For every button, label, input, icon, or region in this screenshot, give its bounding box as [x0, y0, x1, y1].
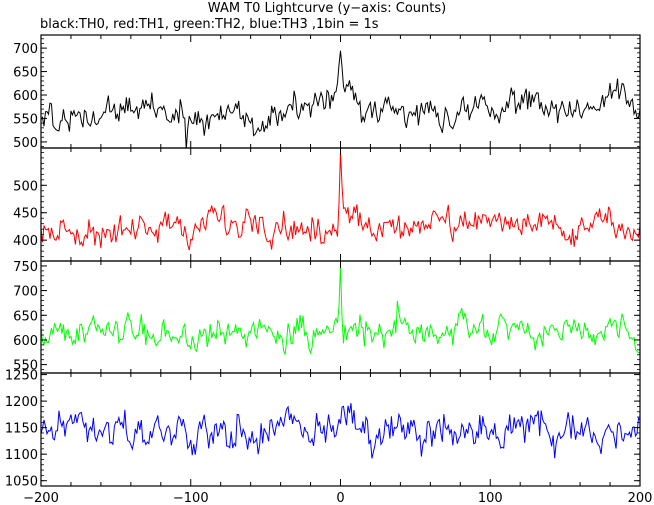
y-tick-label: 1150: [5, 422, 38, 437]
x-tick-label: 200: [628, 491, 653, 505]
y-tick-label: 550: [13, 112, 38, 127]
y-tick-label: 650: [13, 66, 38, 81]
y-tick-label: 500: [13, 179, 38, 194]
y-tick-label: 750: [13, 260, 38, 275]
y-tick-label: 1100: [5, 448, 38, 463]
series-th0-line: [41, 50, 640, 148]
y-tick-label: 1050: [5, 475, 38, 490]
y-tick-label: 1200: [5, 395, 38, 410]
x-tick-label: −200: [23, 491, 59, 505]
y-tick-label: 700: [13, 285, 38, 300]
panel-th0: 500 550 600 650 700: [13, 34, 641, 151]
y-tick-label: 600: [13, 89, 38, 104]
panel-th1: 400 450 500: [13, 147, 641, 262]
y-tick-label: 650: [13, 309, 38, 324]
x-tick-label: −100: [173, 491, 209, 505]
chart-subtitle: black:TH0, red:TH1, green:TH2, blue:TH3 …: [40, 17, 379, 32]
panel-frame: [40, 372, 641, 487]
x-tick-label: 0: [336, 491, 344, 505]
panel-th2: 550 600 650 700 750: [13, 260, 641, 374]
series-th3-line: [41, 403, 640, 459]
x-tick-label: 100: [478, 491, 503, 505]
y-tick-label: 1250: [5, 369, 38, 384]
y-tick-label: 500: [13, 136, 38, 151]
y-tick-label: 400: [13, 234, 38, 249]
series-th2-line: [41, 264, 640, 355]
panel-th3: 1050 1100 1150 1200 1250: [5, 369, 641, 490]
series-th1-line: [41, 151, 640, 251]
chart-title: WAM T0 Lightcurve (y−axis: Counts): [207, 1, 447, 16]
y-tick-label: 450: [13, 207, 38, 222]
y-tick-label: 700: [13, 42, 38, 57]
y-tick-label: 600: [13, 334, 38, 349]
y-tick-label: 550: [13, 359, 38, 374]
